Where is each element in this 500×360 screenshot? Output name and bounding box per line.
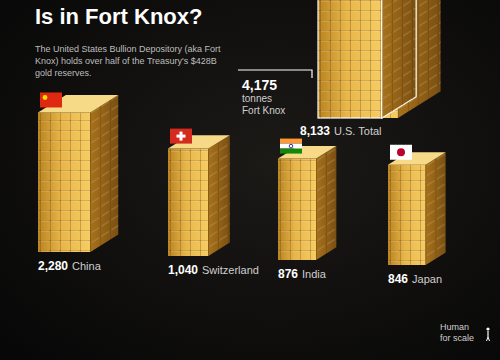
value-label: 1,040 <box>168 263 198 277</box>
category-label: Switzerland <box>202 264 259 276</box>
data-label: 2,280 China <box>38 259 102 273</box>
flag-band <box>280 144 302 149</box>
data-label: 1,040 Switzerland <box>168 263 259 277</box>
stack-side-grid-group <box>208 135 229 256</box>
category-label: U.S. Total <box>334 125 382 137</box>
human-body <box>487 331 488 337</box>
stack-side-grid-group <box>90 95 118 252</box>
flag <box>170 129 192 144</box>
stack-side <box>208 135 229 256</box>
stack-front-grid <box>318 0 382 118</box>
stack-front-grid <box>278 159 316 260</box>
category-label: Japan <box>412 273 442 285</box>
flag-field <box>170 129 192 144</box>
stack-side-grid <box>316 146 336 260</box>
title: Is in Fort Knox? <box>35 4 202 29</box>
annotation: Humanfor scale <box>440 322 474 343</box>
value-label: 4,175 <box>242 77 277 93</box>
flag-field <box>390 145 412 160</box>
stack-side <box>426 152 446 265</box>
flag <box>280 139 302 154</box>
stack-front <box>168 149 208 256</box>
human-head <box>486 327 489 330</box>
flag-field <box>40 92 62 107</box>
category-label: Fort Knox <box>242 105 285 116</box>
flag <box>390 145 412 160</box>
stack-side-grid-group <box>426 152 446 265</box>
flag-cross <box>177 135 186 138</box>
gold-stack <box>168 135 230 256</box>
subtitle-line: The United States Bullion Depository (ak… <box>35 44 221 54</box>
flag-band <box>280 149 302 154</box>
flag-star <box>43 95 48 100</box>
value-label: 2,280 <box>38 259 68 273</box>
stack-front <box>278 159 316 260</box>
annotation-line: Human <box>440 322 469 332</box>
data-label: 876 India <box>278 267 327 281</box>
subtitle: The United States Bullion Depository (ak… <box>35 44 221 78</box>
flag-band <box>280 139 302 144</box>
flag-wheel <box>289 144 293 148</box>
gold-stack <box>38 95 118 252</box>
value-label: 8,133 <box>300 124 330 138</box>
category-label: India <box>302 268 327 280</box>
subtitle-line: gold reserves. <box>35 68 92 78</box>
gold-stack <box>278 146 336 260</box>
gold-stack <box>388 152 446 265</box>
subtitle-line: Knox) holds over half of the Treasury's … <box>35 56 217 66</box>
stack-front <box>38 112 90 252</box>
category-label: China <box>72 260 102 272</box>
stack-side-grid-group <box>316 146 336 260</box>
value-label: 876 <box>278 267 298 281</box>
infographic: Is in Fort Knox? The United States Bullio… <box>0 0 500 360</box>
gold-stack <box>318 0 416 118</box>
human-icon <box>486 327 489 341</box>
stack-front-grid <box>168 149 208 256</box>
stack-side-grid <box>90 95 118 252</box>
value-label: 846 <box>388 272 408 286</box>
stack-side-grid-group <box>382 0 416 118</box>
fort-knox-label: 4,175tonnesFort Knox <box>242 77 285 116</box>
data-label: 846 Japan <box>388 272 442 286</box>
flag <box>40 92 62 107</box>
stack-side <box>90 95 118 252</box>
stack-side <box>316 146 336 260</box>
stack-side-grid <box>208 135 229 256</box>
stack-side <box>382 0 416 118</box>
gold-stack <box>318 0 441 118</box>
stack-side-grid <box>426 152 446 265</box>
flag-disc <box>397 148 405 156</box>
annotation-line: for scale <box>440 333 474 343</box>
stack-side-grid <box>382 0 416 118</box>
human-leg <box>488 337 490 341</box>
stack-front <box>318 0 382 118</box>
unit-label: tonnes <box>242 93 272 104</box>
stack-front-grid <box>388 165 426 265</box>
stack-front <box>388 165 426 265</box>
stack-front-grid <box>38 112 90 252</box>
data-label: 8,133 U.S. Total <box>300 124 382 138</box>
